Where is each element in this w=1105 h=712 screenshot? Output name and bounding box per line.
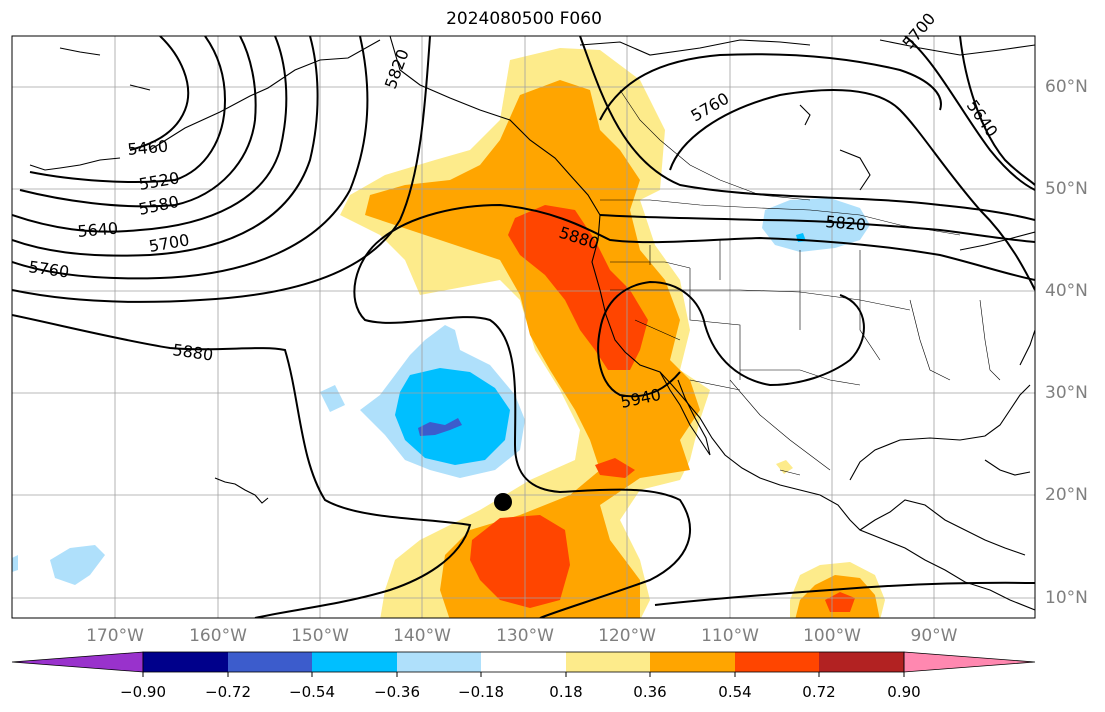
colorbar-segment [312,652,397,672]
contour-5520 [29,36,227,183]
anomaly-fill-red-orange-2 [470,515,570,608]
colorbar [11,651,1036,677]
colorbar-segment [566,652,650,672]
coastline-gulf [849,384,1031,481]
anomaly-fill-orange [365,80,700,618]
contour-5640 [12,36,288,233]
contour-5460 [129,36,190,151]
contour-5880-east [379,203,1035,281]
colorbar-extend-max [903,651,1036,673]
lat-label: 30°N [1045,383,1088,403]
lon-label: 110°W [701,626,759,646]
contour-label: 5820 [825,212,867,234]
contour-5820-east [599,214,1035,243]
contour-5760 [12,36,369,280]
coastline-alaska [149,36,601,216]
colorbar-tick-label: 0.18 [549,683,583,701]
colorbar-segments [11,651,1036,673]
colorbar-tick-label: −0.18 [458,683,504,701]
contour-5700-east [904,36,1035,191]
lon-label: 130°W [496,626,554,646]
contour-5700 [12,36,319,257]
anomaly-fill-medium-blue [418,418,462,436]
lat-label: 50°N [1045,179,1088,199]
coastlines [29,36,1035,611]
colorbar-segment [481,652,566,672]
colorbar-tick-label: −0.72 [205,683,251,701]
anomaly-fill-light-blue-3 [50,545,105,585]
contour-5580 [19,36,257,208]
map-title: 2024080500 F060 [446,9,602,29]
lon-label: 100°W [803,626,861,646]
colorbar-ticks [142,672,905,677]
contour-south [654,581,1035,606]
contour-5820-north [599,53,942,121]
lon-label: 160°W [189,626,247,646]
colorbar-extend-min [11,651,144,673]
colorbar-segment [650,652,735,672]
coastline-aleutians [29,47,151,171]
coastline-central-america [859,499,1026,556]
colorbar-segment [735,652,819,672]
lon-label: 150°W [291,626,349,646]
contour-5880-loop [353,239,691,618]
anomaly-fill-red-orange-4 [825,592,855,612]
contour-5880-west [12,314,472,618]
lat-label: 10°N [1045,588,1088,608]
colorbar-segment [819,652,904,672]
coastline-east [959,231,1035,366]
coastline-canada-north [579,39,1035,191]
lon-label: 120°W [598,626,656,646]
colorbar-tick-label: 0.36 [633,683,667,701]
map-frame [11,35,1036,619]
colorbar-tick-label: −0.54 [289,683,335,701]
contour-label: 5460 [127,137,169,159]
anomaly-fill-light-blue-5 [12,555,18,572]
lon-label: 170°W [86,626,144,646]
colorbar-tick-label: −0.90 [120,683,166,701]
height-contours [12,36,1035,618]
lat-label: 40°N [1045,281,1088,301]
colorbar-tick-label: 0.72 [802,683,836,701]
coastline-west-coast [591,214,1035,611]
anomaly-fill-red-orange-3 [595,458,635,478]
contour-5640-east [959,36,1035,186]
lon-label: 140°W [393,626,451,646]
colorbar-segment [397,652,481,672]
location-marker [494,493,512,511]
colorbar-segment [143,652,228,672]
colorbar-segment [228,652,312,672]
colorbar-tick-label: 0.54 [718,683,752,701]
anomaly-fill-layer [12,48,885,618]
lat-label: 20°N [1045,485,1088,505]
anomaly-fill-light-blue-2 [320,385,345,412]
lat-label: 60°N [1045,77,1088,97]
map-panel: 5460 5520 5580 5640 5700 5760 5820 5880 … [11,9,1036,619]
contour-5940 [597,280,865,398]
colorbar-outline [142,651,905,673]
coastline-baja [659,371,711,456]
coastline-hawaii [214,477,269,504]
colorbar-tick-label: −0.36 [374,683,420,701]
colorbar-tick-label: 0.90 [887,683,921,701]
anomaly-fill-pale-yellow-3 [776,460,793,474]
anomaly-fill-red-orange [508,205,648,370]
contour-5820 [12,36,431,303]
lon-label: 90°W [910,626,958,646]
contour-label: 5640 [77,219,119,241]
anomaly-fill-sky-blue [395,368,510,465]
gridlines [12,36,1035,618]
contour-5760-northeast [669,89,1035,291]
